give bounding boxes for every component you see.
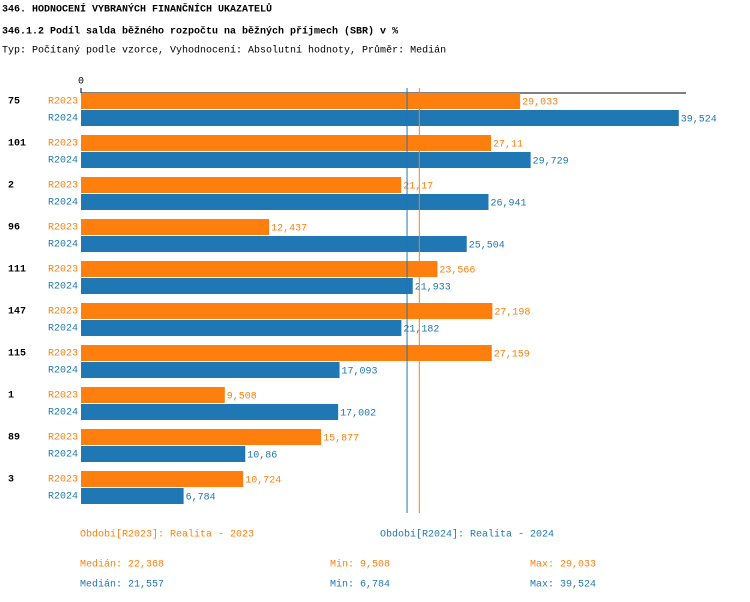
series-label: R2024 xyxy=(48,492,78,503)
value-label: 12,437 xyxy=(271,224,307,235)
bar xyxy=(81,320,402,336)
stat-name: Min: xyxy=(330,559,354,571)
category-label: 101 xyxy=(8,139,26,150)
legend-label: Období[R2024]: Realita - 2024 xyxy=(380,529,554,541)
value-label: 26,941 xyxy=(490,199,526,210)
bar xyxy=(81,404,339,420)
series-label: R2023 xyxy=(48,475,78,486)
bar xyxy=(81,236,467,252)
value-label: 27,11 xyxy=(493,140,523,151)
series-label: R2023 xyxy=(48,391,78,402)
value-label: 21,17 xyxy=(403,182,433,193)
bar xyxy=(81,488,184,504)
stat-name: Min: xyxy=(330,579,354,591)
stat-name: Max: xyxy=(530,560,554,571)
series-label: R2024 xyxy=(48,198,78,209)
legend-label: Období[R2023]: Realita - 2023 xyxy=(80,529,254,541)
bar xyxy=(81,110,679,126)
bar xyxy=(81,446,246,462)
value-label: 25,504 xyxy=(469,241,505,252)
category-label: 2 xyxy=(8,181,14,192)
category-label: 3 xyxy=(8,475,14,486)
value-label: 9,508 xyxy=(227,392,257,403)
bar xyxy=(81,219,270,235)
stat-value: 39,524 xyxy=(560,580,596,591)
bar xyxy=(81,387,225,403)
stat-value: 29,033 xyxy=(560,560,596,571)
value-label: 6,784 xyxy=(186,493,216,504)
value-label: 27,159 xyxy=(494,350,530,361)
x-tick-label: 0 xyxy=(78,77,84,88)
stat-name: Max: xyxy=(530,580,554,591)
category-label: 89 xyxy=(8,433,20,444)
bar xyxy=(81,152,531,168)
value-label: 21,933 xyxy=(415,283,451,294)
series-label: R2024 xyxy=(48,324,78,335)
bar xyxy=(81,429,322,445)
chart-subtitle: 346.1.2 Podíl salda běžného rozpočtu na … xyxy=(2,26,398,38)
bar xyxy=(81,345,492,361)
bar xyxy=(81,177,402,193)
series-label: R2024 xyxy=(48,366,78,377)
chart-note: Typ: Počítaný podle vzorce, Vyhodnocení:… xyxy=(2,44,446,57)
category-label: 147 xyxy=(8,307,26,318)
series-label: R2024 xyxy=(48,156,78,167)
category-label: 115 xyxy=(8,349,26,360)
chart-title: 346. HODNOCENÍ VYBRANÝCH FINANČNÍCH UKAZ… xyxy=(2,2,272,16)
value-label: 27,198 xyxy=(494,308,530,319)
category-label: 75 xyxy=(8,97,20,108)
bar xyxy=(81,135,492,151)
series-label: R2024 xyxy=(48,408,78,419)
series-label: R2023 xyxy=(48,433,78,444)
series-label: R2023 xyxy=(48,349,78,360)
series-label: R2023 xyxy=(48,265,78,276)
stat-value: 22,368 xyxy=(128,560,164,571)
bar xyxy=(81,261,438,277)
series-label: R2023 xyxy=(48,139,78,150)
series-label: R2023 xyxy=(48,307,78,318)
stat-name: Medián: xyxy=(80,559,122,571)
stat-name: Medián: xyxy=(80,579,122,591)
series-label: R2024 xyxy=(48,114,78,125)
bar xyxy=(81,278,413,294)
series-label: R2024 xyxy=(48,282,78,293)
series-label: R2023 xyxy=(48,223,78,234)
stat-value: 21,557 xyxy=(128,580,164,591)
category-label: 1 xyxy=(8,391,14,402)
value-label: 29,033 xyxy=(522,98,558,109)
value-label: 39,524 xyxy=(681,115,717,126)
series-label: R2023 xyxy=(48,97,78,108)
series-label: R2023 xyxy=(48,181,78,192)
bar xyxy=(81,471,244,487)
value-label: 29,729 xyxy=(533,157,569,168)
category-label: 96 xyxy=(8,223,20,234)
category-label: 111 xyxy=(8,265,26,276)
value-label: 23,566 xyxy=(439,266,475,277)
stat-value: 6,784 xyxy=(360,580,390,591)
value-label: 10,86 xyxy=(247,451,277,462)
value-label: 10,724 xyxy=(245,476,281,487)
bar xyxy=(81,362,340,378)
bar xyxy=(81,194,489,210)
bar xyxy=(81,303,493,319)
value-label: 21,182 xyxy=(403,325,439,336)
stat-value: 9,508 xyxy=(360,560,390,571)
bar xyxy=(81,93,521,109)
value-label: 17,002 xyxy=(340,409,376,420)
value-label: 15,877 xyxy=(323,434,359,445)
series-label: R2024 xyxy=(48,450,78,461)
value-label: 17,093 xyxy=(342,367,378,378)
series-label: R2024 xyxy=(48,240,78,251)
